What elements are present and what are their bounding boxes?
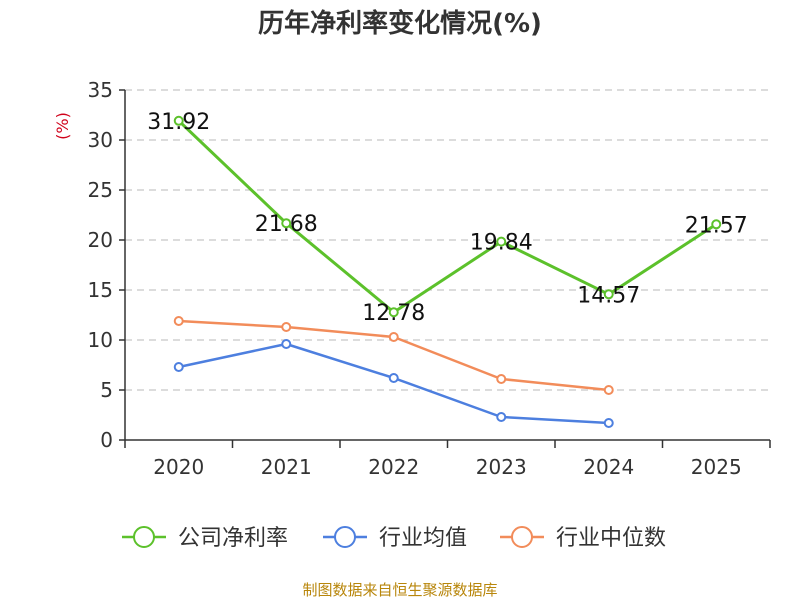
legend-marker-2: [334, 526, 356, 548]
gridlines: [125, 89, 770, 391]
x-tick-label: 2025: [691, 455, 742, 479]
data-label: 21.68: [255, 212, 318, 237]
legend-label-1: 公司净利率: [178, 526, 288, 551]
series-line-1: [177, 119, 718, 314]
x-tick-label: 2023: [476, 455, 527, 479]
legend: 公司净利率 行业均值 行业中位数: [122, 526, 666, 551]
data-point: [281, 218, 292, 229]
data-point: [603, 418, 614, 428]
legend-marker-1: [133, 526, 155, 548]
y-tick-label: 35: [88, 78, 113, 102]
data-point: [388, 373, 399, 383]
data-point: [173, 115, 184, 126]
y-tick-label: 25: [88, 178, 113, 202]
data-point: [603, 385, 614, 395]
data-label: 21.57: [685, 213, 748, 238]
y-tick-label: 15: [88, 278, 113, 302]
chart-title: 历年净利率变化情况(%): [258, 8, 542, 39]
data-point: [496, 412, 507, 422]
data-point: [496, 374, 507, 384]
y-axis-unit-label: (%): [53, 112, 72, 140]
data-point: [496, 236, 507, 247]
data-point: [173, 362, 184, 372]
y-tick-label: 30: [88, 128, 113, 152]
data-label: 19.84: [470, 231, 533, 256]
y-tick-label: 20: [88, 228, 113, 252]
y-tick-label: 5: [100, 378, 113, 402]
x-tick-label: 2021: [261, 455, 312, 479]
legend-marker-3: [511, 526, 533, 548]
source-note: 制图数据来自恒生聚源数据库: [302, 581, 497, 599]
x-tick-label: 2024: [583, 455, 634, 479]
data-labels: 31.92 21.68 12.78 19.84 14.57 21.57: [147, 110, 747, 326]
x-tick-label: 2022: [368, 455, 419, 479]
x-tick-label: 2020: [153, 455, 204, 479]
legend-label-3: 行业中位数: [556, 526, 666, 551]
data-label: 12.78: [362, 301, 425, 326]
series-group: [173, 115, 722, 428]
y-tick-label: 10: [88, 328, 113, 352]
data-point: [173, 316, 184, 326]
y-tick-label: 0: [100, 428, 113, 452]
data-point: [281, 322, 292, 332]
data-point: [281, 339, 292, 349]
data-label: 31.92: [147, 110, 210, 135]
data-label: 14.57: [577, 283, 640, 308]
legend-label-2: 行业均值: [379, 526, 467, 551]
data-point: [603, 289, 614, 300]
data-point: [388, 332, 399, 342]
data-point: [711, 219, 722, 230]
data-point: [388, 307, 399, 318]
